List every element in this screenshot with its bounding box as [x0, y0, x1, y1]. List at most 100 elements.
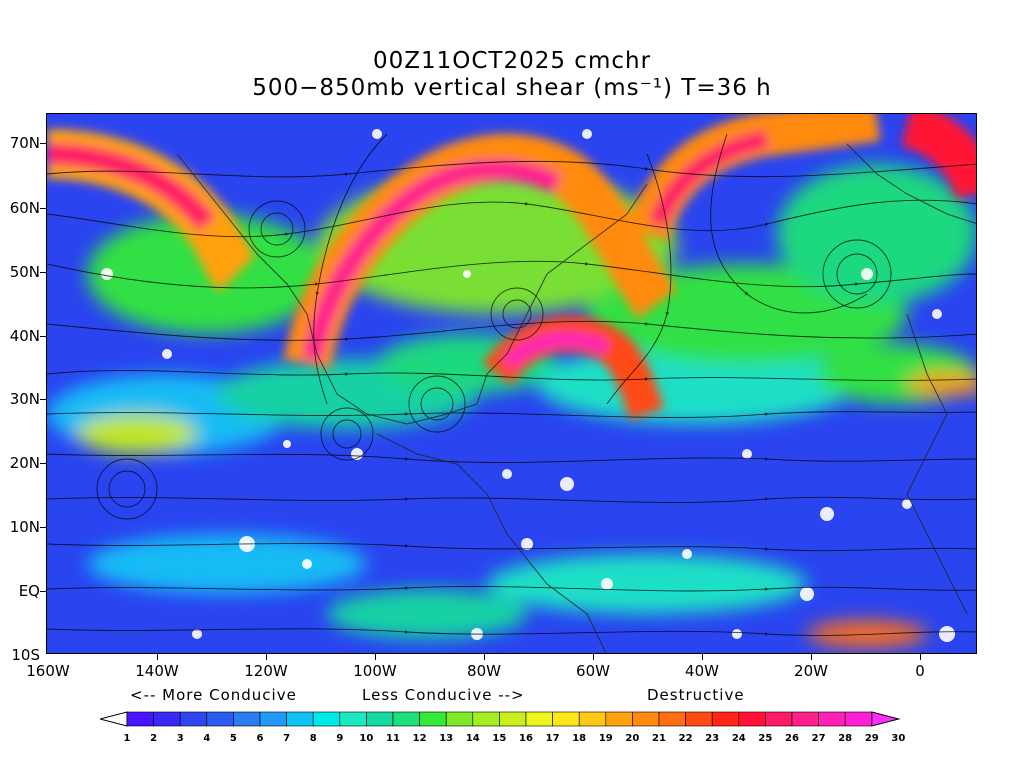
- colorbar-swatch: [738, 711, 766, 727]
- colorbar-swatch: [765, 711, 793, 727]
- colorbar-tick-label: 14: [465, 733, 480, 744]
- colorbar-tick-label: 30: [891, 733, 906, 744]
- colorbar: [100, 711, 901, 727]
- colorbar-arrow-right: [871, 711, 901, 727]
- colorbar-swatch: [818, 711, 846, 727]
- colorbar-tick-label: 26: [785, 733, 799, 744]
- lat-tick: [40, 208, 46, 209]
- colorbar-swatch: [499, 711, 527, 727]
- colorbar-swatch: [658, 711, 686, 727]
- colorbar-tick-label: 29: [864, 733, 879, 744]
- lon-tick: [375, 654, 376, 660]
- colorbar-tick-label: 4: [203, 733, 211, 744]
- colorbar-tick-label: 22: [678, 733, 693, 744]
- colorbar-tick-label: 24: [731, 733, 746, 744]
- colorbar-swatch: [578, 711, 607, 727]
- colorbar-swatch: [286, 711, 314, 727]
- colorbar-tick-label: 28: [838, 733, 853, 744]
- colorbar-swatch: [605, 711, 633, 727]
- lat-label-10n: 10N: [9, 518, 40, 536]
- lon-tick: [811, 654, 812, 660]
- lat-tick: [40, 143, 46, 144]
- lat-label-10s: 10S: [11, 646, 40, 664]
- colorbar-tick-label: 11: [386, 733, 400, 744]
- colorbar-swatch: [259, 711, 287, 727]
- lon-tick: [702, 654, 703, 660]
- colorbar-swatch: [472, 711, 500, 727]
- colorbar-tick-label: 2: [150, 733, 158, 744]
- chart-title: 00Z11OCT2025 cmchr: [372, 48, 652, 74]
- shear-field: [47, 114, 976, 653]
- lat-tick: [40, 463, 46, 464]
- colorbar-tick-label: 15: [492, 733, 507, 744]
- colorbar-swatch: [632, 711, 660, 727]
- colorbar-swatch: [233, 711, 261, 727]
- colorbar-tick-label: 12: [412, 733, 427, 744]
- colorbar-swatch: [339, 711, 367, 727]
- colorbar-swatch: [179, 711, 208, 727]
- legend-less-conducive: Less Conducive -->: [362, 686, 525, 704]
- colorbar-arrow-left: [100, 711, 128, 727]
- lon-label-0: 0: [915, 662, 925, 680]
- colorbar-swatch: [153, 711, 181, 727]
- chart-subtitle: 500−850mb vertical shear (ms⁻¹) T=36 h: [252, 75, 772, 101]
- colorbar-swatch: [366, 711, 394, 727]
- lat-label-60n: 60N: [9, 199, 40, 217]
- lon-label-160w: 160W: [26, 662, 70, 680]
- lon-label-140w: 140W: [135, 662, 179, 680]
- colorbar-tick-label: 9: [336, 733, 344, 744]
- colorbar-tick-label: 1: [123, 733, 131, 744]
- colorbar-swatch: [445, 711, 474, 727]
- colorbar-tick-label: 18: [572, 733, 587, 744]
- lon-label-100w: 100W: [353, 662, 397, 680]
- colorbar-swatch: [552, 711, 580, 727]
- colorbar-tick-label: 19: [598, 733, 613, 744]
- colorbar-tick-label: 21: [652, 733, 666, 744]
- colorbar-tick-label: 7: [283, 733, 291, 744]
- colorbar-tick-label: 6: [256, 733, 264, 744]
- lat-tick: [40, 591, 46, 592]
- lon-label-40w: 40W: [685, 662, 719, 680]
- colorbar-swatch: [844, 711, 873, 727]
- lat-label-eq: EQ: [18, 582, 40, 600]
- colorbar-swatch: [419, 711, 447, 727]
- legend-destructive: Destructive: [647, 686, 745, 704]
- shear-map: [46, 113, 977, 654]
- lat-tick: [40, 272, 46, 273]
- colorbar-tick-label: 3: [176, 733, 184, 744]
- lon-tick: [920, 654, 921, 660]
- lat-tick: [40, 336, 46, 337]
- lat-label-20n: 20N: [9, 454, 40, 472]
- colorbar-tick-label: 8: [309, 733, 317, 744]
- legend-more-conducive: <-- More Conducive: [130, 686, 297, 704]
- colorbar-swatch: [206, 711, 234, 727]
- colorbar-swatch: [685, 711, 713, 727]
- lat-label-40n: 40N: [9, 327, 40, 345]
- lat-label-50n: 50N: [9, 263, 40, 281]
- lon-tick: [593, 654, 594, 660]
- lat-label-30n: 30N: [9, 390, 40, 408]
- colorbar-tick-label: 23: [705, 733, 720, 744]
- lon-tick: [157, 654, 158, 660]
- colorbar-tick-label: 25: [758, 733, 773, 744]
- colorbar-swatch: [392, 711, 420, 727]
- lat-label-70n: 70N: [9, 134, 40, 152]
- lon-tick: [484, 654, 485, 660]
- colorbar-swatch: [791, 711, 819, 727]
- colorbar-tick-label: 5: [229, 733, 237, 744]
- colorbar-tick-label: 10: [359, 733, 374, 744]
- colorbar-tick-label: 17: [545, 733, 560, 744]
- colorbar-tick-label: 20: [625, 733, 640, 744]
- colorbar-swatch: [525, 711, 553, 727]
- colorbar-swatch: [312, 711, 341, 727]
- colorbar-swatch: [126, 711, 154, 727]
- colorbar-tick-label: 13: [439, 733, 454, 744]
- lon-label-120w: 120W: [244, 662, 288, 680]
- lon-label-80w: 80W: [467, 662, 501, 680]
- lat-tick: [40, 399, 46, 400]
- lat-tick: [40, 527, 46, 528]
- colorbar-tick-label: 27: [811, 733, 826, 744]
- lon-label-20w: 20W: [794, 662, 828, 680]
- colorbar-swatch: [711, 711, 740, 727]
- lon-tick: [266, 654, 267, 660]
